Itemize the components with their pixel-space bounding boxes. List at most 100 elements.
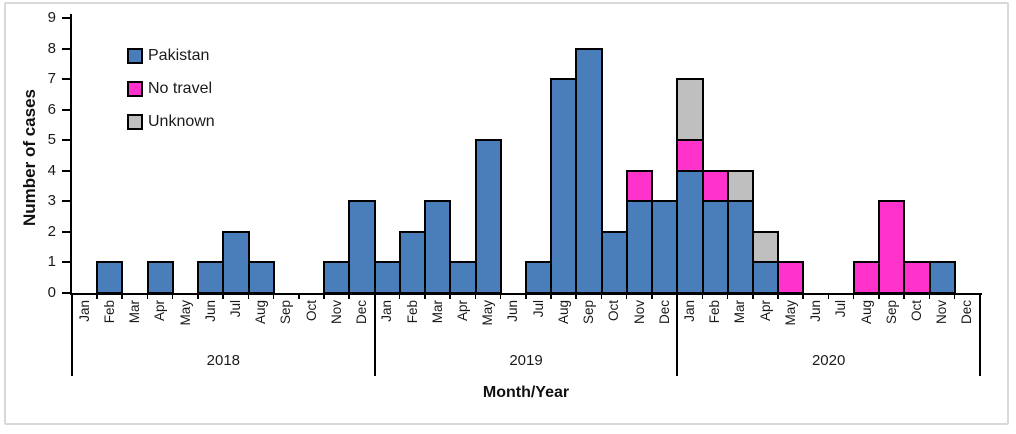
x-month-label: May: [782, 300, 798, 326]
x-tick: [348, 295, 350, 299]
x-tick: [222, 295, 224, 299]
y-tick-label: 8: [47, 39, 56, 57]
x-year-label: 2020: [811, 352, 846, 369]
x-month-label: May: [177, 300, 193, 326]
bar-segment: [474, 139, 502, 294]
bar-segment: [424, 200, 452, 294]
bar-segment: [701, 200, 729, 294]
bar-segment: [752, 230, 780, 264]
x-tick: [600, 295, 603, 299]
x-month-label: Nov: [934, 300, 950, 325]
x-month-label: Dec: [959, 300, 975, 325]
legend-item-unknown: Unknown: [127, 112, 215, 132]
y-tick: [62, 78, 72, 81]
x-month-label: Dec: [354, 300, 370, 325]
y-tick-label: 0: [47, 284, 56, 301]
x-tick: [625, 295, 628, 299]
x-tick: [272, 295, 275, 299]
x-month-label: Dec: [656, 300, 672, 325]
bar-segment: [878, 200, 906, 294]
y-tick: [62, 47, 72, 50]
year-divider: [676, 293, 679, 376]
y-tick-label: 7: [47, 70, 56, 88]
bar-segment: [398, 230, 427, 294]
x-month-label: Jun: [808, 300, 824, 322]
legend-item-pakistan: Pakistan: [127, 46, 215, 66]
bar-segment: [550, 78, 578, 294]
legend-label-unknown: Unknown: [148, 113, 215, 130]
x-month-label: Oct: [606, 300, 622, 322]
x-tick: [575, 295, 577, 299]
x-month-label: Jan: [76, 300, 92, 322]
x-tick: [525, 295, 527, 299]
x-year-label: 2018: [206, 352, 241, 369]
bar-segment: [600, 230, 628, 294]
x-month-label: May: [480, 300, 496, 326]
x-axis-line: [70, 293, 982, 295]
legend-swatch-unknown-icon: [127, 114, 143, 130]
x-tick: [398, 295, 401, 299]
x-tick: [424, 295, 426, 299]
x-month-label: Oct: [908, 300, 924, 322]
legend-label-no-travel: No travel: [148, 80, 213, 97]
x-month-label: Sep: [581, 300, 597, 325]
x-month-label: Aug: [555, 300, 571, 325]
x-tick: [827, 295, 830, 299]
x-tick: [802, 295, 804, 299]
x-tick: [903, 295, 905, 299]
x-month-label: Sep: [883, 300, 899, 325]
legend-label-pakistan: Pakistan: [148, 47, 210, 64]
x-tick: [474, 295, 477, 299]
bar-segment: [701, 169, 729, 203]
x-tick: [449, 295, 451, 299]
x-tick: [752, 295, 754, 299]
year-divider: [979, 293, 981, 376]
x-tick: [852, 295, 855, 299]
x-month-label: Jun: [505, 300, 521, 322]
x-month-label: Feb: [101, 300, 117, 324]
x-month-label: Jul: [227, 300, 243, 318]
bar-segment: [247, 261, 275, 294]
bar-segment: [323, 261, 351, 294]
x-month-label: Jan: [379, 300, 395, 322]
y-tick: [62, 292, 72, 294]
x-tick: [726, 295, 729, 299]
bar-segment: [726, 200, 754, 294]
year-divider: [71, 293, 73, 376]
y-tick: [62, 261, 72, 264]
bar-segment: [676, 169, 704, 294]
x-tick: [146, 295, 149, 299]
x-month-label: Aug: [253, 300, 269, 325]
bar-segment: [373, 261, 401, 294]
x-month-label: Sep: [278, 300, 294, 325]
x-tick: [298, 295, 300, 299]
x-tick: [878, 295, 880, 299]
bar-segment: [449, 261, 477, 294]
x-month-label: Aug: [858, 300, 874, 325]
bar-segment: [676, 78, 704, 142]
x-tick: [499, 295, 502, 299]
bar-segment: [928, 261, 956, 294]
x-tick: [701, 295, 704, 299]
year-divider: [373, 293, 376, 376]
x-month-label: Oct: [303, 300, 319, 322]
bar-segment: [752, 261, 780, 294]
x-axis-title: Month/Year: [482, 384, 570, 401]
bar-segment: [777, 261, 805, 294]
x-month-label: Nov: [328, 300, 344, 325]
bar-segment: [96, 261, 124, 294]
x-tick: [953, 295, 956, 299]
legend-swatch-no-travel-icon: [127, 81, 143, 97]
y-axis-line: [70, 14, 72, 295]
y-axis-title: Number of cases: [20, 89, 39, 226]
bar-segment: [197, 261, 225, 294]
y-tick-label: 3: [47, 192, 56, 210]
bar-segment: [651, 200, 679, 294]
x-tick: [247, 295, 250, 299]
x-month-label: Feb: [707, 300, 723, 324]
bar-segment: [852, 261, 881, 294]
x-tick: [651, 295, 653, 299]
bar-segment: [575, 47, 603, 294]
bar-segment: [525, 261, 553, 294]
